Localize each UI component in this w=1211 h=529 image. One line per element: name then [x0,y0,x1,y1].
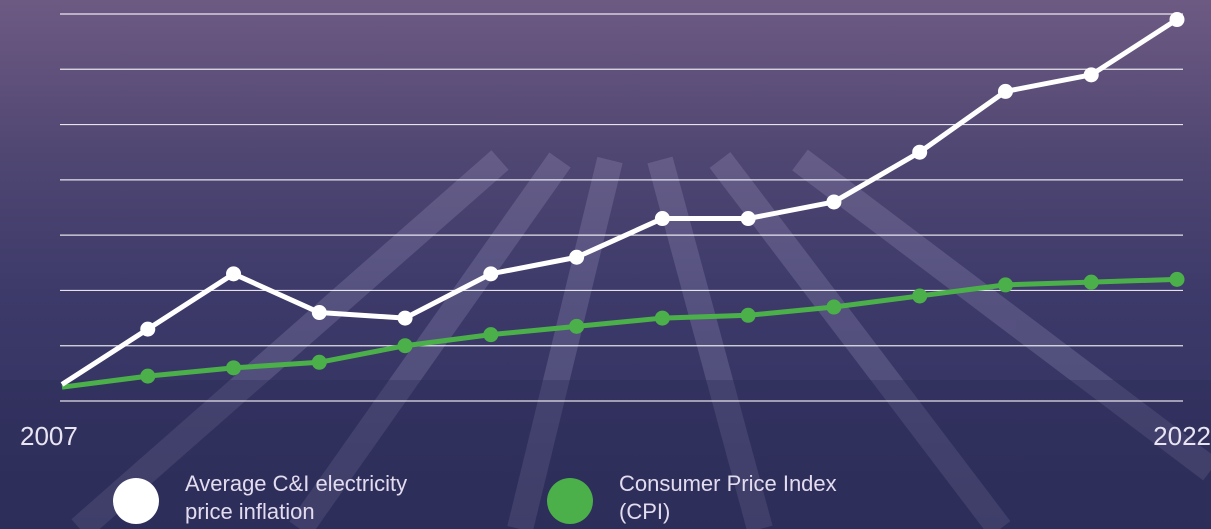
data-point [398,311,413,326]
data-point [483,327,498,342]
data-point [226,266,241,281]
legend-item: Consumer Price Index (CPI) [547,470,889,526]
legend-marker [547,478,593,524]
data-point [826,300,841,315]
data-point [912,145,927,160]
data-point [140,322,155,337]
data-point [998,84,1013,99]
data-point [998,277,1013,292]
x-tick-label: 2007 [20,421,78,451]
data-point [483,266,498,281]
data-point [226,360,241,375]
data-point [1084,67,1099,82]
data-point [569,250,584,265]
legend-item: Average C&I electricity price inflation [113,470,455,526]
chart: 2007 2022 [0,0,1211,529]
data-point [912,288,927,303]
data-point [312,305,327,320]
data-point [312,355,327,370]
page: 2007 2022 Average C&I electricity price i… [0,0,1211,529]
data-point [741,308,756,323]
data-point [655,311,670,326]
data-point [741,211,756,226]
series-line [62,20,1177,385]
legend-label: Consumer Price Index (CPI) [619,470,889,526]
legend-marker [113,478,159,524]
data-point [140,369,155,384]
data-point [1170,272,1185,287]
data-point [655,211,670,226]
legend-label: Average C&I electricity price inflation [185,470,455,526]
data-point [569,319,584,334]
data-point [398,338,413,353]
data-point [1170,12,1185,27]
data-point [826,194,841,209]
data-point [1084,275,1099,290]
x-tick-label: 2022 [1153,421,1211,451]
